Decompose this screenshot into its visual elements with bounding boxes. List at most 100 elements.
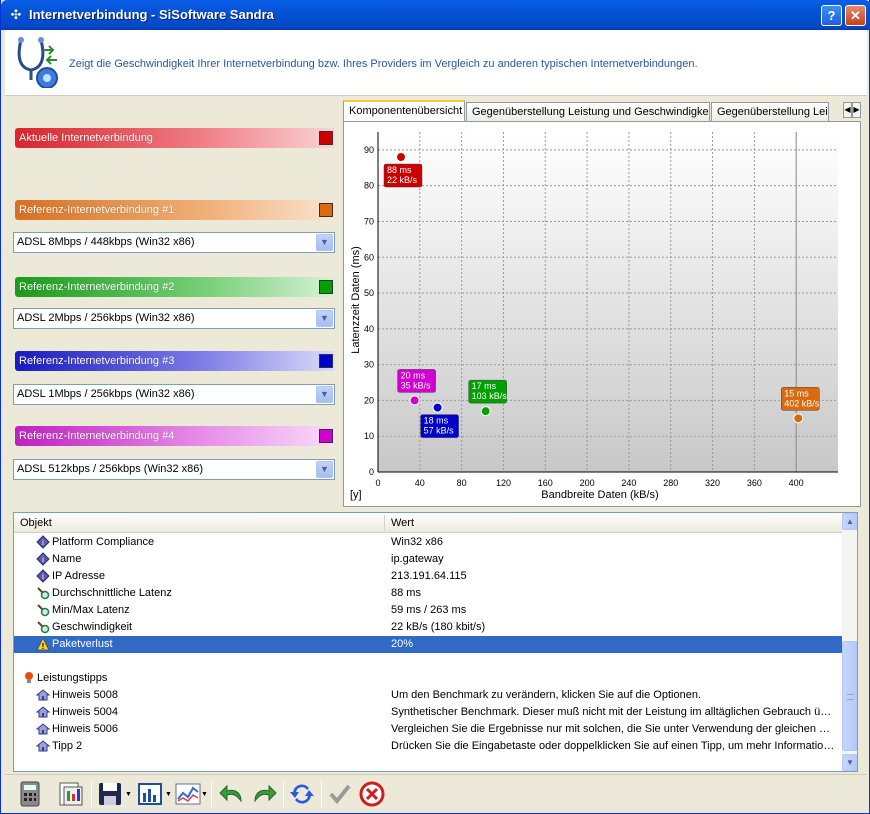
- refresh-icon[interactable]: [287, 779, 317, 809]
- x-tick-label: 120: [496, 478, 511, 488]
- table-row[interactable]: Durchschnittliche Latenz 88 ms: [14, 585, 842, 602]
- chevron-down-icon[interactable]: ▼: [201, 791, 208, 798]
- calculator-icon[interactable]: [15, 779, 45, 809]
- table-row[interactable]: Tipp 2 Drücken Sie die Eingabetaste oder …: [14, 738, 842, 755]
- app-icon: ✣: [10, 7, 22, 22]
- chart-tabs: Komponentenübersicht Gegenüberstellung L…: [343, 100, 861, 122]
- data-label: 18 ms: [424, 416, 449, 426]
- redo-icon[interactable]: [249, 779, 279, 809]
- chart-icon[interactable]: [135, 779, 165, 809]
- ref-connection-2-select[interactable]: ADSL 2Mbps / 256kbps (Win32 x86) ▼: [13, 308, 335, 329]
- table-row[interactable]: Hinweis 5006 Vergleichen Sie die Ergebnis…: [14, 721, 842, 738]
- chevron-down-icon[interactable]: ▼: [316, 310, 333, 327]
- row-object: Paketverlust: [52, 638, 113, 650]
- scroll-up-button[interactable]: ▲: [842, 513, 857, 530]
- ok-icon[interactable]: [325, 779, 355, 809]
- row-object: Leistungstipps: [37, 672, 108, 684]
- ref-connection-4-bar: Referenz-Internetverbindung #4: [15, 426, 335, 446]
- ref-connection-3-value: ADSL 1Mbps / 256kbps (Win32 x86): [17, 388, 195, 400]
- magnifier-icon: [36, 603, 50, 617]
- data-point: [432, 402, 443, 413]
- chevron-down-icon[interactable]: ▼: [316, 234, 333, 251]
- chevron-down-icon[interactable]: ▼: [165, 791, 172, 798]
- undo-icon[interactable]: [217, 779, 247, 809]
- x-axis-label: Bandbreite Daten (kB/s): [541, 489, 658, 501]
- tab-component-overview[interactable]: Komponentenübersicht: [343, 100, 465, 122]
- table-row[interactable]: ! Paketverlust 20%: [14, 636, 842, 653]
- ref-4-color-swatch[interactable]: [319, 429, 333, 443]
- row-object: Tipp 2: [52, 740, 83, 752]
- ref-connection-3-select[interactable]: ADSL 1Mbps / 256kbps (Win32 x86) ▼: [13, 384, 335, 405]
- chevron-right-icon[interactable]: ▶: [852, 102, 861, 118]
- current-color-swatch[interactable]: [319, 131, 333, 145]
- row-value: Drücken Sie die Eingabetaste oder doppel…: [391, 740, 836, 752]
- cancel-icon[interactable]: [357, 779, 387, 809]
- row-value: 20%: [391, 638, 414, 650]
- house-icon: [35, 739, 51, 753]
- save-icon[interactable]: [95, 779, 125, 809]
- current-connection-bar: Aktuelle Internetverbindung: [15, 128, 335, 148]
- chevron-down-icon[interactable]: ▼: [125, 791, 132, 798]
- header-panel: Zeigt die Geschwindigkeit Ihrer Internet…: [5, 30, 867, 96]
- ref-connection-1-bar: Referenz-Internetverbindung #1: [15, 200, 335, 220]
- ref-connection-1-select[interactable]: ADSL 8Mbps / 448kbps (Win32 x86) ▼: [13, 232, 335, 253]
- ref-3-color-swatch[interactable]: [319, 354, 333, 368]
- title-bar[interactable]: ✣ Internetverbindung - SiSoftware Sandra…: [1, 0, 870, 30]
- close-button[interactable]: ✕: [845, 5, 866, 26]
- data-label-box: [397, 369, 436, 393]
- tab-scroll-arrows: ◀ ▶: [843, 102, 861, 118]
- column-divider[interactable]: [384, 515, 385, 531]
- x-tick-label: 160: [538, 478, 553, 488]
- graph-icon[interactable]: [173, 779, 203, 809]
- data-label-box: [468, 379, 507, 404]
- chevron-down-icon[interactable]: ▼: [316, 461, 333, 478]
- data-label-box: [420, 414, 459, 438]
- ref-1-color-swatch[interactable]: [319, 203, 333, 217]
- table-row[interactable]: Geschwindigkeit 22 kB/s (180 kbit/s): [14, 619, 842, 636]
- column-header-object[interactable]: Objekt: [20, 517, 52, 529]
- connections-pane: Aktuelle Internetverbindung Referenz-Int…: [5, 96, 343, 506]
- row-value: Win32 x86: [391, 536, 443, 548]
- bottom-toolbar: ▼ ▼ ▼: [5, 774, 867, 812]
- x-tick-label: 200: [580, 478, 595, 488]
- vertical-scrollbar[interactable]: ▲ ▼: [842, 513, 857, 771]
- ref-connection-4-label: Referenz-Internetverbindung #4: [19, 430, 175, 442]
- chevron-left-icon[interactable]: ◀: [843, 102, 852, 118]
- info-diamond-icon: i: [36, 552, 50, 566]
- house-icon: [35, 688, 51, 702]
- table-row[interactable]: i Platform Compliance Win32 x86: [14, 534, 842, 551]
- data-label: 35 kB/s: [401, 380, 432, 390]
- tab-comparison-partial[interactable]: Gegenüberstellung Leis: [711, 102, 829, 122]
- tab-performance-speed[interactable]: Gegenüberstellung Leistung und Geschwind…: [466, 102, 710, 122]
- table-row[interactable]: i IP Adresse 213.191.64.115: [14, 568, 842, 585]
- window-title: Internetverbindung - SiSoftware Sandra: [29, 7, 274, 22]
- table-row[interactable]: Hinweis 5008 Um den Benchmark zu veränder…: [14, 687, 842, 704]
- table-row[interactable]: Min/Max Latenz 59 ms / 263 ms: [14, 602, 842, 619]
- help-button[interactable]: ?: [821, 5, 842, 26]
- report-icon[interactable]: [55, 779, 85, 809]
- chevron-down-icon[interactable]: ▼: [316, 386, 333, 403]
- data-label: 103 kB/s: [472, 391, 508, 401]
- row-value: Um den Benchmark zu verändern, klicken S…: [391, 689, 701, 701]
- data-label: 22 kB/s: [387, 175, 418, 185]
- table-row: [14, 653, 842, 670]
- scroll-thumb[interactable]: [842, 641, 857, 751]
- scroll-down-button[interactable]: ▼: [842, 754, 857, 771]
- y-tick-label: 20: [364, 395, 374, 405]
- column-header-value[interactable]: Wert: [391, 517, 415, 529]
- svg-text:i: i: [42, 555, 45, 564]
- table-row[interactable]: i Name ip.gateway: [14, 551, 842, 568]
- x-tick-label: 240: [621, 478, 636, 488]
- data-label: 15 ms: [784, 388, 809, 398]
- y-tick-label: 0: [369, 467, 374, 477]
- list-group-header[interactable]: Leistungstipps: [14, 670, 842, 687]
- results-list[interactable]: Objekt Wert i Platform Compliance Win32 x8…: [13, 512, 858, 772]
- ref-connection-4-select[interactable]: ADSL 512kbps / 256kbps (Win32 x86) ▼: [13, 459, 335, 480]
- ref-connection-2-label: Referenz-Internetverbindung #2: [19, 281, 175, 293]
- table-row[interactable]: Hinweis 5004 Synthetischer Benchmark. Die…: [14, 704, 842, 721]
- ref-2-color-swatch[interactable]: [319, 280, 333, 294]
- row-value: ip.gateway: [391, 553, 444, 565]
